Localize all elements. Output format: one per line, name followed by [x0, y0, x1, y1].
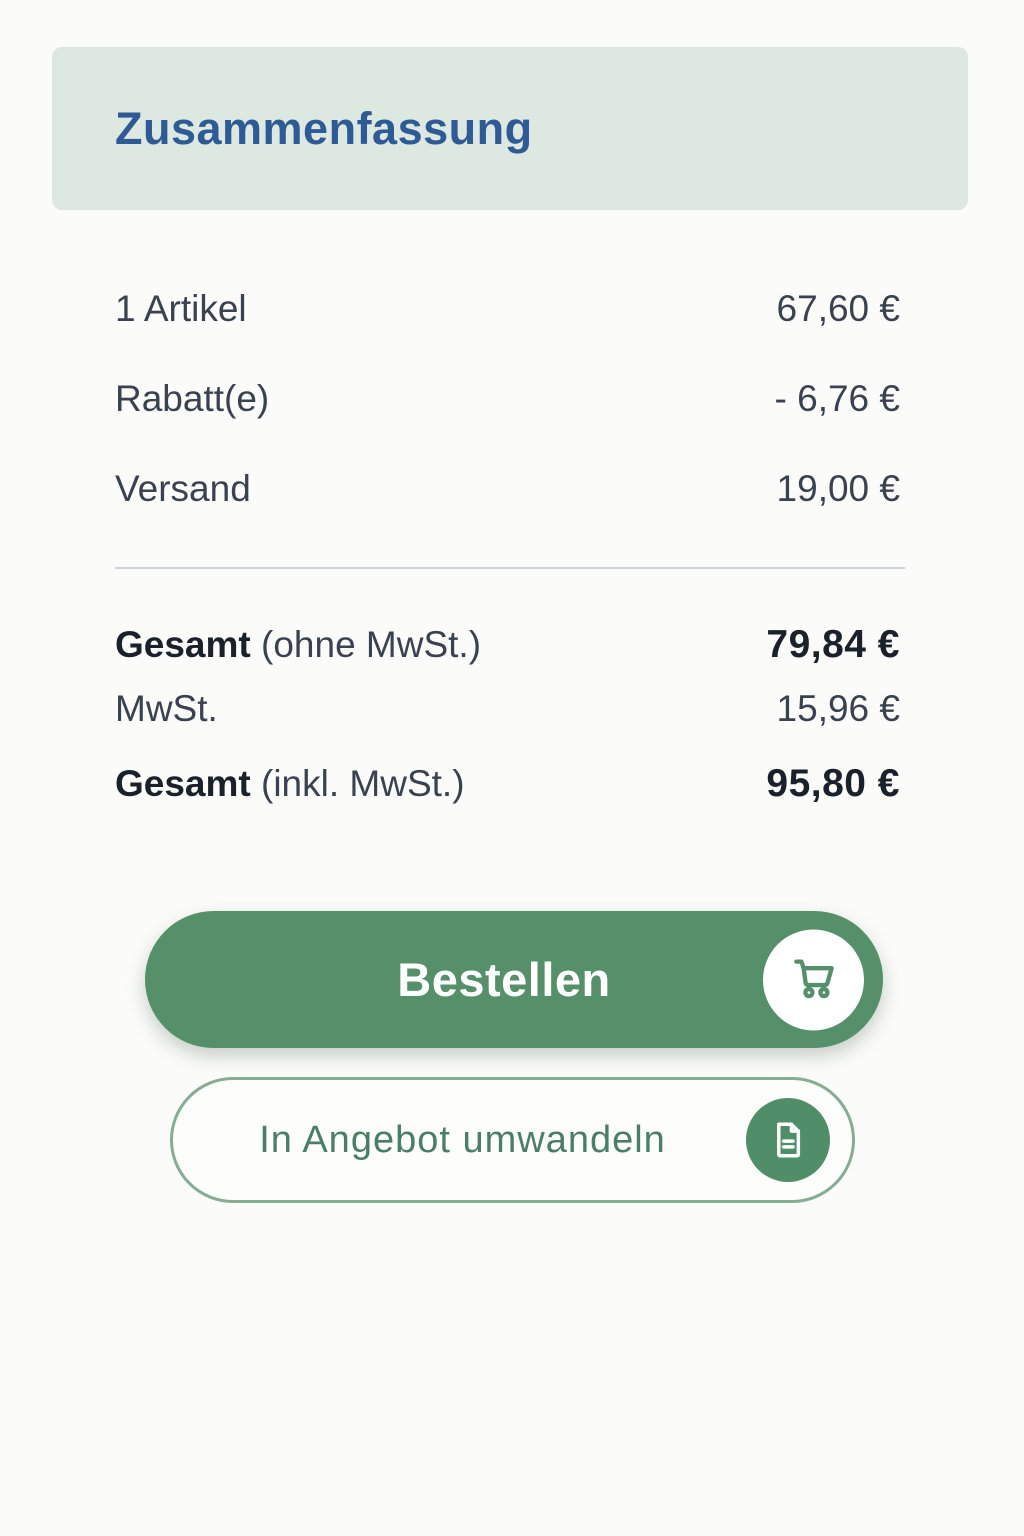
convert-button-label: In Angebot umwandeln	[259, 1118, 666, 1161]
line-label: Versand	[115, 468, 251, 509]
shopping-cart-icon	[763, 929, 864, 1030]
line-row-discount: Rabatt(e) - 6,76 €	[115, 378, 900, 420]
total-row-net: Gesamt (ohne MwSt.) 79,84 €	[115, 624, 900, 666]
summary-header: Zusammenfassung	[52, 47, 968, 210]
line-label: Rabatt(e)	[115, 378, 270, 419]
panel-title: Zusammenfassung	[115, 102, 533, 154]
total-label: MwSt.	[115, 688, 218, 729]
total-label: Gesamt (ohne MwSt.)	[115, 624, 482, 665]
total-label: Gesamt (inkl. MwSt.)	[115, 763, 465, 804]
document-icon	[746, 1098, 830, 1182]
summary-lines: 1 Artikel 67,60 € Rabatt(e) - 6,76 € Ver…	[115, 288, 900, 558]
line-value: 67,60 €	[776, 288, 900, 329]
order-button[interactable]: Bestellen	[145, 911, 883, 1048]
total-row-gross: Gesamt (inkl. MwSt.) 95,80 €	[115, 763, 900, 805]
line-label: 1 Artikel	[115, 288, 247, 329]
line-row-shipping: Versand 19,00 €	[115, 468, 900, 510]
divider	[115, 567, 905, 569]
summary-totals: Gesamt (ohne MwSt.) 79,84 € MwSt. 15,96 …	[115, 624, 900, 805]
total-row-vat: MwSt. 15,96 €	[115, 688, 900, 730]
line-row-articles: 1 Artikel 67,60 €	[115, 288, 900, 330]
line-value: 19,00 €	[776, 468, 900, 509]
order-button-label: Bestellen	[397, 953, 611, 1006]
convert-to-offer-button[interactable]: In Angebot umwandeln	[170, 1077, 855, 1203]
total-value: 15,96 €	[776, 688, 900, 729]
total-value: 79,84 €	[766, 623, 900, 666]
line-value: - 6,76 €	[774, 378, 900, 419]
total-value: 95,80 €	[766, 762, 900, 805]
